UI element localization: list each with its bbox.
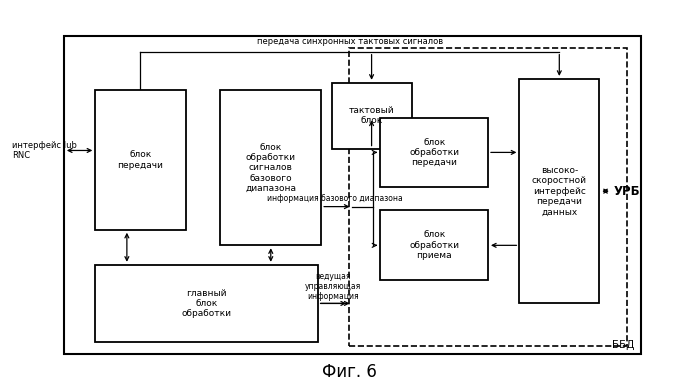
Text: высоко-
скоростной
интерфейс
передачи
данных: высоко- скоростной интерфейс передачи да…	[532, 166, 587, 216]
Text: информация базового диапазона: информация базового диапазона	[267, 194, 403, 203]
Bar	[349, 48, 627, 346]
Bar	[95, 90, 186, 230]
Text: УРБ: УРБ	[613, 184, 640, 198]
Bar	[64, 36, 641, 354]
Bar	[519, 79, 600, 303]
Bar	[380, 211, 488, 280]
Text: блок
обработки
передачи: блок обработки передачи	[409, 138, 459, 167]
Text: интерфейс Iub
RNC: интерфейс Iub RNC	[12, 141, 77, 160]
Text: тактовый
блок: тактовый блок	[349, 106, 394, 125]
Text: передача синхронных тактовых сигналов: передача синхронных тактовых сигналов	[257, 37, 443, 46]
Text: блок
обработки
приема: блок обработки приема	[409, 230, 459, 260]
Bar	[221, 90, 321, 245]
Text: блок
обработки
сигналов
базового
диапазона: блок обработки сигналов базового диапазо…	[245, 143, 296, 193]
Text: Фиг. 6: Фиг. 6	[322, 363, 376, 381]
Bar	[380, 117, 488, 187]
Text: ББД: ББД	[611, 340, 634, 350]
Text: ведущая
управляющая
информация: ведущая управляющая информация	[305, 272, 362, 301]
Bar	[95, 265, 318, 342]
Bar	[332, 83, 412, 149]
Text: блок
передачи: блок передачи	[117, 151, 163, 170]
Text: главный
блок
обработки: главный блок обработки	[181, 289, 232, 318]
